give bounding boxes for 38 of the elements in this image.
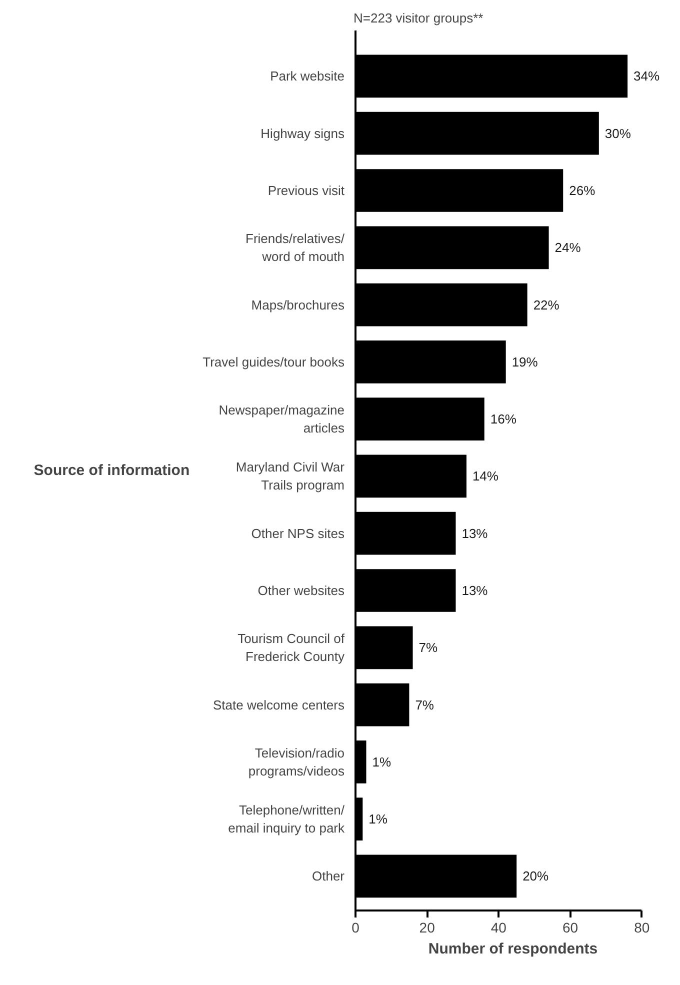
annotation: 24% — [554, 240, 582, 256]
annotation: 30% — [604, 126, 632, 141]
y-tick-label: Newspaper/magazine articles — [218, 402, 345, 436]
y-tick-label: State welcome centers — [212, 697, 345, 712]
x-axis-title: Number of respondents — [428, 940, 598, 958]
y-tick-label: Maryland Civil War Trails program — [236, 460, 346, 493]
chart-title: N=223 visitor groups** — [354, 10, 484, 26]
y-tick-label: Other — [312, 868, 346, 884]
annotation: 7% — [415, 697, 434, 712]
x-tick-label: 20 — [419, 920, 436, 936]
x-tick-label: 0 — [352, 920, 360, 936]
y-tick-label: Television/radio programs/videos — [248, 745, 345, 778]
annotation: 26% — [569, 183, 596, 198]
annotation: 1% — [372, 754, 392, 770]
annotation: 7% — [418, 640, 438, 656]
x-tick-label: 40 — [490, 920, 507, 936]
annotation: 1% — [368, 812, 388, 827]
y-tick-label: Other NPS sites — [251, 526, 345, 541]
x-tick-label: 60 — [562, 920, 578, 936]
annotation: 34% — [634, 68, 660, 84]
y-tick-label: Park website — [270, 68, 344, 84]
y-tick-label: Travel guides/tour books — [202, 354, 345, 370]
y-tick-label: Friends/relatives/ word of mouth — [246, 231, 345, 264]
y-tick-label: Maps/brochures — [251, 297, 345, 312]
y-axis-title: Source of information — [34, 462, 190, 479]
annotation: 13% — [462, 526, 488, 541]
annotation: 14% — [472, 468, 499, 484]
y-tick-label: Other websites — [258, 583, 345, 598]
annotation: 13% — [462, 583, 488, 598]
y-tick-label: Tourism Council of Frederick County — [238, 631, 345, 664]
y-tick-label: Telephone/written/ email inquiry to park — [228, 802, 345, 836]
annotation: 19% — [512, 354, 538, 370]
y-tick-label: Previous visit — [268, 183, 345, 198]
annotation: 16% — [490, 412, 517, 427]
annotation: 20% — [522, 868, 550, 884]
x-tick-label: 80 — [634, 920, 650, 936]
annotation: 22% — [533, 297, 560, 312]
y-tick-label: Highway signs — [260, 126, 345, 141]
